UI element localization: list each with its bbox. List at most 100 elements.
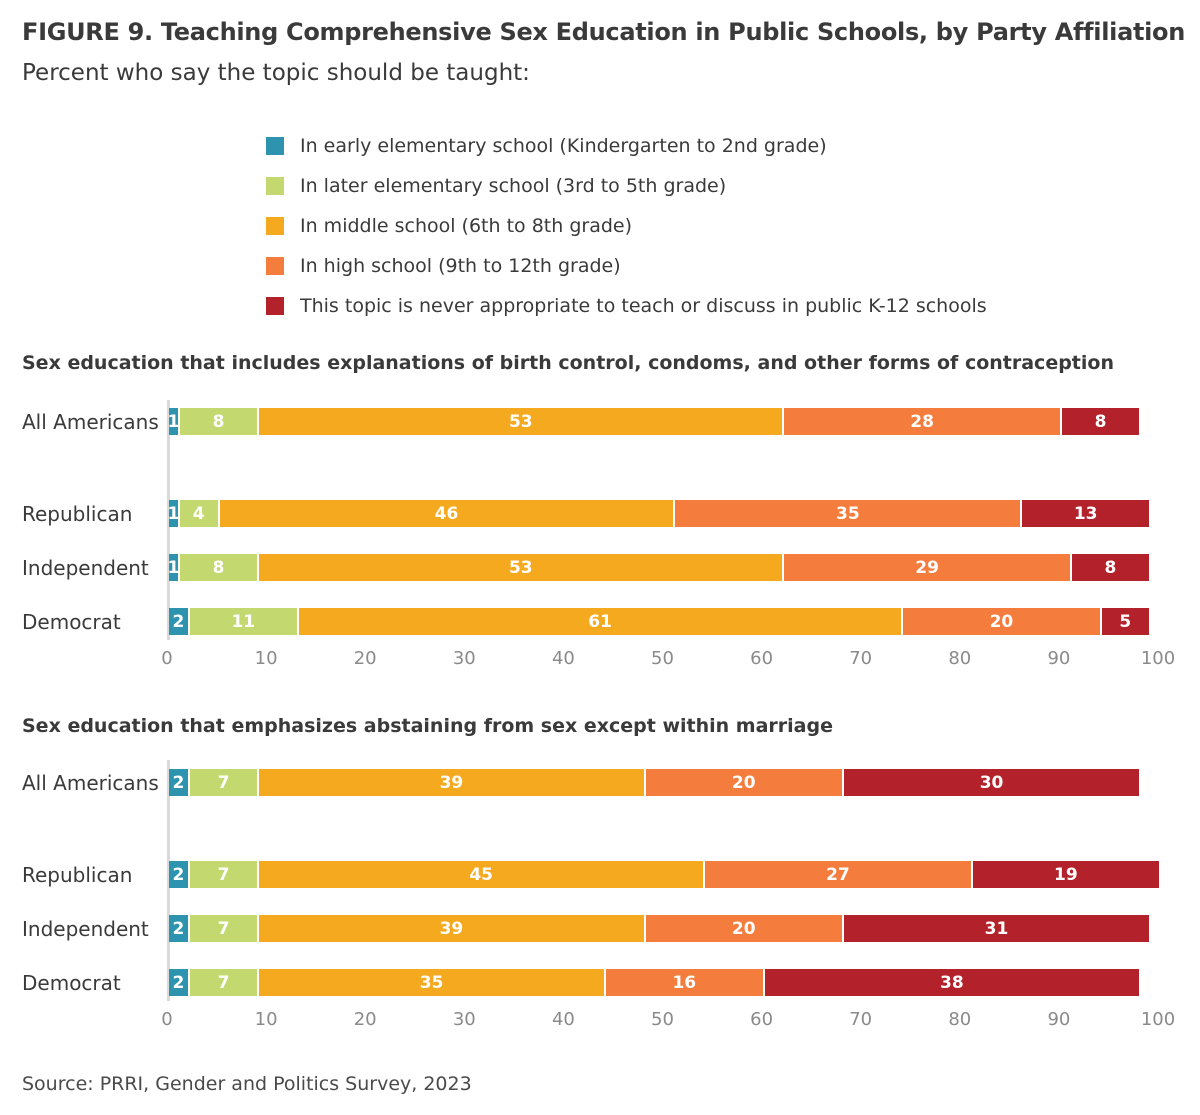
bar-segment: 61 [298, 608, 902, 635]
bar-segment: 11 [189, 608, 297, 635]
legend-item: In early elementary school (Kindergarten… [266, 126, 987, 166]
data-label: 8 [1104, 557, 1117, 578]
bar-segment: 46 [219, 500, 674, 527]
data-label: 8 [212, 557, 225, 578]
data-label: 11 [231, 611, 256, 632]
x-tick-label: 0 [161, 648, 173, 669]
x-tick-label: 70 [849, 648, 873, 669]
category-label: Democrat [22, 610, 121, 634]
data-label: 39 [439, 918, 464, 939]
data-label: 19 [1054, 864, 1078, 885]
data-label: 2 [172, 864, 185, 885]
bar-segment: 2 [169, 608, 188, 635]
category-label: Republican [22, 502, 133, 526]
bar-segment: 45 [259, 861, 704, 888]
bar-segment: 30 [843, 769, 1140, 796]
bar-segment: 27 [705, 861, 971, 888]
bar-segment: 2 [169, 969, 188, 996]
bar-segment: 7 [189, 969, 258, 996]
x-tick-label: 90 [1047, 1009, 1071, 1030]
bar-segment: 28 [784, 408, 1060, 435]
data-label: 1 [167, 411, 180, 432]
data-label: 39 [439, 772, 464, 793]
data-label: 7 [217, 972, 230, 993]
bar-segment: 1 [168, 500, 179, 527]
bar-segment: 8 [179, 554, 258, 581]
data-label: 13 [1073, 503, 1098, 524]
bar-segment: 39 [259, 769, 644, 796]
data-label: 20 [731, 918, 756, 939]
data-label: 2 [172, 918, 185, 939]
bar-segment: 39 [259, 915, 644, 942]
data-label: 35 [419, 972, 444, 993]
x-tick-label: 60 [750, 1009, 774, 1030]
bar-segment: 4 [179, 500, 218, 527]
x-tick-label: 20 [353, 1009, 377, 1030]
x-tick-label: 60 [750, 648, 774, 669]
figure-title: FIGURE 9. Teaching Comprehensive Sex Edu… [22, 18, 1186, 46]
bar-segment: 20 [903, 608, 1100, 635]
data-label: 45 [469, 864, 493, 885]
data-label: 31 [984, 918, 1009, 939]
data-label: 27 [826, 864, 850, 885]
bar-segment: 7 [189, 915, 258, 942]
legend-swatch [266, 137, 284, 155]
bar-segment: 2 [169, 769, 188, 796]
data-label: 8 [1094, 411, 1107, 432]
data-label: 30 [979, 772, 1004, 793]
category-label: Independent [22, 917, 149, 941]
bar-segment: 8 [179, 408, 258, 435]
bar-segment: 2 [169, 861, 188, 888]
legend-swatch [266, 257, 284, 275]
legend-item: In later elementary school (3rd to 5th g… [266, 166, 987, 206]
data-label: 2 [172, 972, 185, 993]
legend-label: In middle school (6th to 8th grade) [300, 215, 632, 237]
data-label: 1 [167, 557, 180, 578]
data-label: 4 [192, 503, 205, 524]
x-tick-label: 70 [849, 1009, 873, 1030]
x-tick-label: 10 [254, 648, 278, 669]
legend-label: In early elementary school (Kindergarten… [300, 135, 827, 157]
category-label: Democrat [22, 971, 121, 995]
bar-segment: 7 [189, 861, 258, 888]
panel-title: Sex education that emphasizes abstaining… [22, 715, 833, 737]
x-tick-label: 20 [353, 648, 377, 669]
x-tick-label: 90 [1047, 648, 1071, 669]
data-label: 20 [989, 611, 1014, 632]
category-label: Independent [22, 556, 149, 580]
figure-subtitle: Percent who say the topic should be taug… [22, 60, 530, 86]
legend-item: In high school (9th to 12th grade) [266, 246, 987, 286]
bar-segment: 8 [1071, 554, 1150, 581]
x-tick-label: 0 [161, 1009, 173, 1030]
data-label: 2 [172, 611, 185, 632]
x-tick-label: 30 [452, 648, 476, 669]
x-tick-label: 80 [948, 648, 972, 669]
bar-segment: 19 [972, 861, 1159, 888]
data-label: 61 [588, 611, 612, 632]
panel-title: Sex education that includes explanations… [22, 352, 1114, 374]
x-tick-label: 50 [651, 1009, 674, 1030]
data-label: 35 [835, 503, 860, 524]
bar-segment: 8 [1061, 408, 1140, 435]
data-label: 2 [172, 772, 185, 793]
bar-segment: 2 [169, 915, 188, 942]
x-tick-label: 40 [551, 1009, 575, 1030]
category-label: All Americans [22, 410, 159, 434]
category-label: All Americans [22, 771, 159, 795]
x-tick-label: 50 [651, 648, 674, 669]
legend-label: This topic is never appropriate to teach… [300, 295, 987, 317]
legend-item: In middle school (6th to 8th grade) [266, 206, 987, 246]
legend-item: This topic is never appropriate to teach… [266, 286, 987, 326]
source-note: Source: PRRI, Gender and Politics Survey… [22, 1073, 472, 1095]
bar-segment: 5 [1101, 608, 1150, 635]
data-label: 5 [1119, 611, 1132, 632]
bar-segment: 35 [259, 969, 605, 996]
bar-segment: 1 [167, 554, 180, 581]
legend-swatch [266, 297, 284, 315]
bar-segment: 35 [675, 500, 1021, 527]
data-label: 53 [508, 411, 533, 432]
x-tick-label: 30 [452, 1009, 476, 1030]
data-label: 7 [217, 918, 230, 939]
data-label: 38 [940, 972, 964, 993]
